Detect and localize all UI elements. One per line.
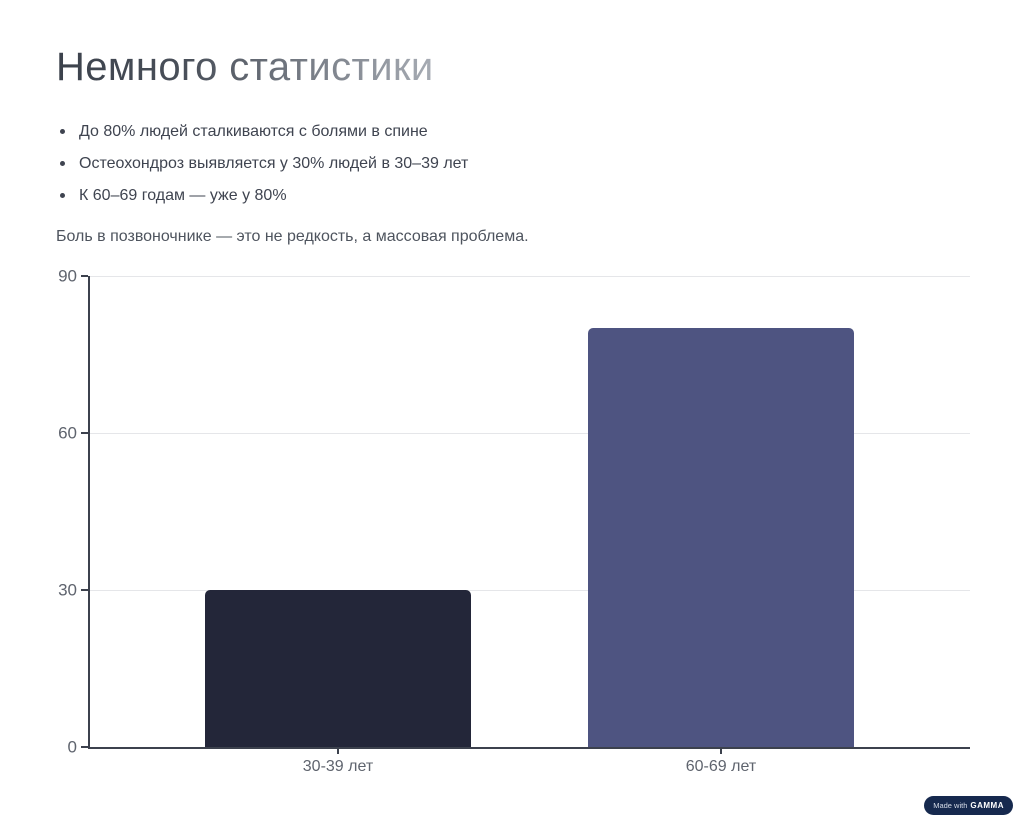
y-axis-tick (81, 746, 88, 748)
y-axis-tick (81, 432, 88, 435)
badge-brand-text: GAMMA (970, 801, 1004, 810)
bar-30-39-лет (204, 590, 471, 747)
bar-60-69-лет (587, 328, 854, 747)
x-axis-line (88, 747, 970, 749)
y-tick-label: 90 (58, 266, 77, 286)
y-tick-label: 0 (67, 737, 77, 757)
bullet-dot-icon (60, 193, 65, 198)
bullet-item: До 80% людей сталкиваются с болями в спи… (56, 122, 468, 141)
page-title: Немного статистики (56, 45, 434, 89)
x-axis-tick (719, 747, 722, 754)
y-tick-label: 60 (58, 423, 77, 443)
y-axis-line (88, 276, 90, 747)
bullet-dot-icon (60, 161, 65, 166)
badge-prefix-text: Made with (933, 801, 968, 810)
bullet-text: До 80% людей сталкиваются с болями в спи… (79, 123, 428, 140)
x-tick-label: 60-69 лет (685, 758, 757, 775)
bullet-dot-icon (60, 129, 65, 134)
y-axis-tick (81, 275, 88, 277)
gridline (90, 432, 970, 434)
y-tick-label: 30 (58, 580, 77, 600)
gridline (90, 589, 970, 591)
gridline (90, 275, 970, 277)
x-tick-label: 30-39 лет (302, 758, 374, 775)
bullet-text: К 60–69 годам — уже у 80% (79, 187, 287, 204)
bullet-list: До 80% людей сталкиваются с болями в спи… (56, 122, 468, 218)
made-with-gamma-badge[interactable]: Made with GAMMA (924, 796, 1013, 815)
x-axis-tick (336, 747, 339, 754)
bullet-item: Остеохондроз выявляется у 30% людей в 30… (56, 154, 468, 173)
bullet-text: Остеохондроз выявляется у 30% людей в 30… (79, 155, 469, 172)
bullet-item: К 60–69 годам — уже у 80% (56, 186, 468, 205)
y-axis-tick (81, 589, 88, 592)
plot-area: 0 30 60 90 30-39 лет 60-69 лет (58, 268, 970, 775)
summary-text: Боль в позвоночнике — это не редкость, а… (56, 228, 529, 245)
